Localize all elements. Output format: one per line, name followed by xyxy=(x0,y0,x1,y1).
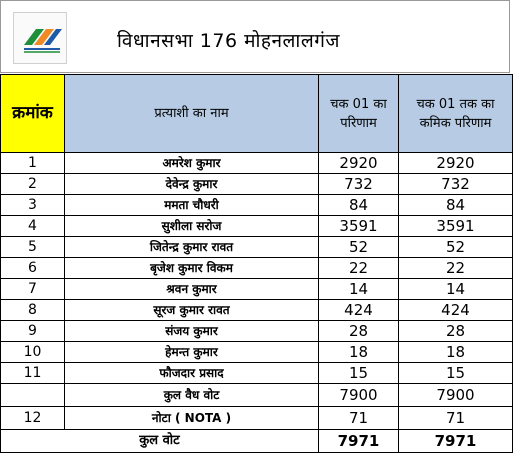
round-votes-cell: 14 xyxy=(318,278,399,300)
round-votes-cell: 2920 xyxy=(318,152,399,174)
candidate-cell: सुशीला सरोज xyxy=(64,215,319,237)
candidate-cell: नोटा ( NOTA ) xyxy=(64,406,319,430)
table-row: 7 श्रवन कुमार 14 14 xyxy=(0,278,513,300)
serial-cell: 2 xyxy=(0,173,65,195)
candidate-cell: अमरेश कुमार xyxy=(64,152,319,174)
table-row: 10 हेमन्त कुमार 18 18 xyxy=(0,341,513,363)
candidate-cell: जितेन्द्र कुमार रावत xyxy=(64,236,319,258)
round-votes-cell: 22 xyxy=(318,257,399,279)
serial-cell: 8 xyxy=(0,299,65,321)
serial-cell: 1 xyxy=(0,152,65,174)
round-votes-cell: 84 xyxy=(318,194,399,216)
candidate-cell: हेमन्त कुमार xyxy=(64,341,319,363)
cumulative-votes-cell: 14 xyxy=(398,278,513,300)
round-votes-cell: 28 xyxy=(318,320,399,342)
total-round-cell: 7971 xyxy=(318,429,399,453)
candidate-cell: ममता चौधरी xyxy=(64,194,319,216)
serial-cell: 12 xyxy=(0,406,65,430)
candidate-cell: सूरज कुमार रावत xyxy=(64,299,319,321)
cumulative-votes-cell: 3591 xyxy=(398,215,513,237)
serial-cell xyxy=(0,383,65,407)
table-row: 5 जितेन्द्र कुमार रावत 52 52 xyxy=(0,236,513,258)
election-logo-icon xyxy=(13,12,67,64)
table-row: 11 फौजदार प्रसाद 15 15 xyxy=(0,362,513,384)
cumulative-votes-cell: 52 xyxy=(398,236,513,258)
serial-cell: 5 xyxy=(0,236,65,258)
cumulative-votes-cell: 2920 xyxy=(398,152,513,174)
round-votes-cell: 732 xyxy=(318,173,399,195)
column-header-candidate: प्रत्याशी का नाम xyxy=(64,74,319,153)
candidate-cell: फौजदार प्रसाद xyxy=(64,362,319,384)
candidate-cell: बृजेश कुमार विकम xyxy=(64,257,319,279)
table-row: 9 संजय कुमार 28 28 xyxy=(0,320,513,342)
serial-cell: 7 xyxy=(0,278,65,300)
column-header-cumulative: चक 01 तक का कमिक परिणाम xyxy=(398,74,513,153)
serial-cell: 6 xyxy=(0,257,65,279)
table-row: 8 सूरज कुमार रावत 424 424 xyxy=(0,299,513,321)
candidate-cell: संजय कुमार xyxy=(64,320,319,342)
column-header-serial: क्रमांक xyxy=(0,74,65,153)
table-row: 4 सुशीला सरोज 3591 3591 xyxy=(0,215,513,237)
cumulative-votes-cell: 424 xyxy=(398,299,513,321)
round-votes-cell: 7900 xyxy=(318,383,399,407)
serial-cell: 10 xyxy=(0,341,65,363)
total-cumulative-cell: 7971 xyxy=(398,429,513,453)
table-row: 3 ममता चौधरी 84 84 xyxy=(0,194,513,216)
cumulative-votes-cell: 18 xyxy=(398,341,513,363)
round-votes-cell: 52 xyxy=(318,236,399,258)
table-row: 2 देवेन्द्र कुमार 732 732 xyxy=(0,173,513,195)
serial-cell: 9 xyxy=(0,320,65,342)
page-title: विधानसभा 176 मोहनलालगंज xyxy=(117,30,340,52)
candidate-cell: श्रवन कुमार xyxy=(64,278,319,300)
cumulative-votes-cell: 28 xyxy=(398,320,513,342)
round-votes-cell: 3591 xyxy=(318,215,399,237)
cumulative-votes-cell: 15 xyxy=(398,362,513,384)
serial-cell: 11 xyxy=(0,362,65,384)
round-votes-cell: 424 xyxy=(318,299,399,321)
cumulative-votes-cell: 71 xyxy=(398,406,513,430)
cumulative-votes-cell: 22 xyxy=(398,257,513,279)
results-table: क्रमांक प्रत्याशी का नाम चक 01 का परिणाम… xyxy=(0,74,513,453)
round-votes-cell: 71 xyxy=(318,406,399,430)
total-row: कुल वोट 7971 7971 xyxy=(0,429,513,453)
table-row: 12 नोटा ( NOTA ) 71 71 xyxy=(0,406,513,430)
cumulative-votes-cell: 732 xyxy=(398,173,513,195)
candidate-cell: कुल वैध वोट xyxy=(64,383,319,407)
total-label: कुल वोट xyxy=(0,429,319,453)
round-votes-cell: 18 xyxy=(318,341,399,363)
table-row: 1 अमरेश कुमार 2920 2920 xyxy=(0,152,513,174)
table-row: 6 बृजेश कुमार विकम 22 22 xyxy=(0,257,513,279)
candidate-cell: देवेन्द्र कुमार xyxy=(64,173,319,195)
serial-cell: 3 xyxy=(0,194,65,216)
round-votes-cell: 15 xyxy=(318,362,399,384)
cumulative-votes-cell: 7900 xyxy=(398,383,513,407)
title-bar: विधानसभा 176 मोहनलालगंज xyxy=(0,0,510,73)
column-header-round: चक 01 का परिणाम xyxy=(318,74,399,153)
cumulative-votes-cell: 84 xyxy=(398,194,513,216)
table-row: कुल वैध वोट 7900 7900 xyxy=(0,383,513,407)
serial-cell: 4 xyxy=(0,215,65,237)
